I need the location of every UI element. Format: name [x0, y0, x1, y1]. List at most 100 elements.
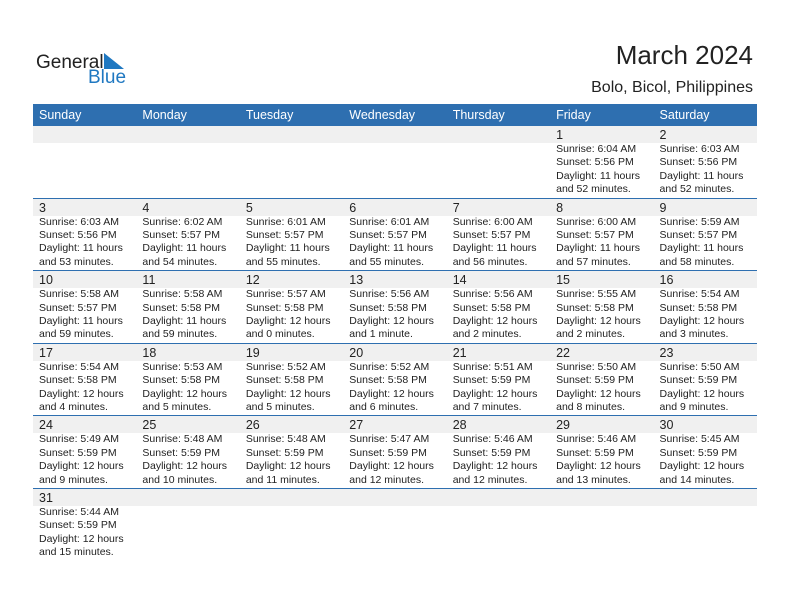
sunrise-text: Sunrise: 6:03 AM [659, 143, 740, 155]
day-cell: 19 Sunrise: 5:52 AM Sunset: 5:58 PM Dayligh… [240, 344, 343, 416]
daylight-text: Daylight: 12 hours [556, 387, 641, 400]
day-cell: 30 Sunrise: 5:45 AM Sunset: 5:59 PM Dayligh… [654, 416, 757, 488]
sunrise-text: Sunrise: 5:55 AM [556, 288, 637, 301]
sunset-text: Sunset: 5:58 PM [452, 301, 531, 314]
sunrise-text: Sunrise: 5:56 AM [349, 288, 430, 301]
sunrise-text: Sunrise: 5:47 AM [349, 433, 430, 446]
sunrise-text: Sunrise: 5:52 AM [245, 360, 326, 373]
sunrise-text: Sunrise: 5:50 AM [556, 360, 637, 373]
daylight-text: Daylight: 12 hours [452, 460, 538, 473]
week-row: 1 Sunrise: 6:04 AM Sunset: 5:56 PM Daylight… [33, 126, 757, 199]
empty-cell [240, 126, 343, 198]
day-number: 9 [659, 200, 667, 215]
day-number: 11 [142, 273, 156, 288]
sunrise-text: Sunrise: 5:56 AM [452, 288, 533, 301]
sunrise-text: Sunrise: 5:51 AM [452, 360, 533, 373]
sunset-text: Sunset: 5:57 PM [245, 229, 324, 241]
daylight-text: Daylight: 12 hours [659, 315, 745, 327]
sunrise-text: Sunrise: 5:57 AM [245, 288, 326, 301]
day-number: 14 [452, 273, 467, 288]
weekday-header: Sunday Monday Tuesday Wednesday Thursday Frid… [33, 104, 757, 126]
day-number: 26 [245, 418, 260, 433]
sunset-text: Sunset: 5:58 PM [349, 374, 427, 387]
daylight-text: Daylight: 12 hours [245, 460, 331, 473]
date-strip [33, 126, 757, 143]
daylight-minutes-text: and 12 minutes. [452, 473, 528, 486]
daylight-minutes-text: and 54 minutes. [142, 255, 218, 268]
sunrise-text: Sunrise: 5:52 AM [349, 360, 430, 373]
weekday-monday: Monday [142, 108, 187, 122]
sunrise-text: Sunrise: 5:53 AM [142, 360, 223, 373]
daylight-minutes-text: and 15 minutes. [39, 546, 114, 559]
date-strip [33, 343, 757, 361]
day-number: 21 [452, 345, 467, 360]
daylight-minutes-text: and 10 minutes. [142, 473, 218, 486]
sunrise-text: Sunrise: 5:46 AM [452, 433, 533, 446]
day-cell: 27 Sunrise: 5:47 AM Sunset: 5:59 PM Dayligh… [343, 416, 446, 488]
empty-cell [136, 126, 239, 198]
daylight-text: Daylight: 11 hours [659, 169, 744, 182]
daylight-minutes-text: and 5 minutes. [245, 401, 315, 413]
logo-triangle-icon [104, 53, 124, 69]
sunset-text: Sunset: 5:57 PM [556, 229, 634, 241]
daylight-minutes-text: and 53 minutes. [39, 255, 114, 268]
day-cell: 14 Sunrise: 5:56 AM Sunset: 5:58 PM Dayligh… [447, 271, 550, 343]
day-number: 1 [556, 128, 564, 142]
day-cell: 22 Sunrise: 5:50 AM Sunset: 5:59 PM Dayligh… [550, 344, 653, 416]
day-cell: 29 Sunrise: 5:46 AM Sunset: 5:59 PM Dayligh… [550, 416, 653, 488]
sunset-text: Sunset: 5:58 PM [39, 374, 117, 387]
daylight-text: Daylight: 11 hours [39, 242, 123, 255]
sunset-text: Sunset: 5:59 PM [556, 446, 634, 459]
sunset-text: Sunset: 5:58 PM [142, 374, 221, 387]
daylight-minutes-text: and 3 minutes. [659, 328, 729, 341]
sunset-text: Sunset: 5:56 PM [39, 229, 117, 241]
daylight-text: Daylight: 12 hours [349, 460, 434, 473]
daylight-text: Daylight: 12 hours [39, 460, 124, 473]
day-number: 23 [659, 345, 674, 360]
sunset-text: Sunset: 5:59 PM [452, 446, 531, 459]
daylight-text: Daylight: 11 hours [142, 315, 227, 327]
daylight-text: Daylight: 12 hours [39, 532, 124, 545]
daylight-text: Daylight: 11 hours [556, 242, 640, 255]
daylight-minutes-text: and 0 minutes. [245, 328, 315, 341]
day-number: 18 [142, 345, 157, 360]
day-cell: 31 Sunrise: 5:44 AM Sunset: 5:59 PM Dayligh… [33, 489, 136, 562]
sunset-text: Sunset: 5:59 PM [39, 519, 117, 532]
day-cell: 8 Sunrise: 6:00 AM Sunset: 5:57 PM Daylight… [550, 199, 653, 271]
empty-cell [136, 489, 239, 562]
empty-cell [343, 126, 446, 198]
daylight-text: Daylight: 12 hours [659, 387, 745, 400]
sunrise-text: Sunrise: 5:54 AM [659, 288, 740, 301]
daylight-text: Daylight: 12 hours [452, 387, 538, 400]
daylight-text: Daylight: 12 hours [245, 387, 331, 400]
sunset-text: Sunset: 5:59 PM [659, 446, 738, 459]
daylight-minutes-text: and 9 minutes. [39, 473, 108, 486]
day-number: 30 [659, 418, 674, 433]
sunset-text: Sunset: 5:56 PM [556, 156, 634, 169]
sunrise-text: Sunrise: 5:49 AM [39, 433, 119, 446]
daylight-minutes-text: and 52 minutes. [556, 183, 631, 196]
sunrise-text: Sunrise: 5:44 AM [39, 505, 119, 518]
day-number: 29 [556, 418, 571, 433]
week-row: 24 Sunrise: 5:49 AM Sunset: 5:59 PM Dayligh… [33, 416, 757, 489]
day-number: 22 [556, 345, 571, 360]
sunset-text: Sunset: 5:57 PM [142, 229, 221, 241]
day-number: 7 [452, 200, 460, 215]
sunrise-text: Sunrise: 6:00 AM [556, 215, 637, 228]
sunset-text: Sunset: 5:59 PM [39, 446, 117, 459]
daylight-minutes-text: and 7 minutes. [452, 401, 522, 413]
empty-cell [240, 489, 343, 562]
day-number: 27 [349, 418, 364, 433]
date-strip [33, 198, 757, 216]
empty-cell [654, 489, 757, 562]
day-number: 25 [142, 418, 157, 433]
sunrise-text: Sunrise: 5:45 AM [659, 433, 740, 446]
sunset-text: Sunset: 5:59 PM [659, 374, 738, 387]
daylight-text: Daylight: 11 hours [142, 242, 227, 255]
daylight-minutes-text: and 11 minutes. [245, 473, 320, 486]
sunset-text: Sunset: 5:57 PM [659, 229, 738, 241]
daylight-minutes-text: and 56 minutes. [452, 255, 528, 268]
logo-text-blue: Blue [88, 67, 127, 88]
sunset-text: Sunset: 5:56 PM [659, 156, 738, 169]
